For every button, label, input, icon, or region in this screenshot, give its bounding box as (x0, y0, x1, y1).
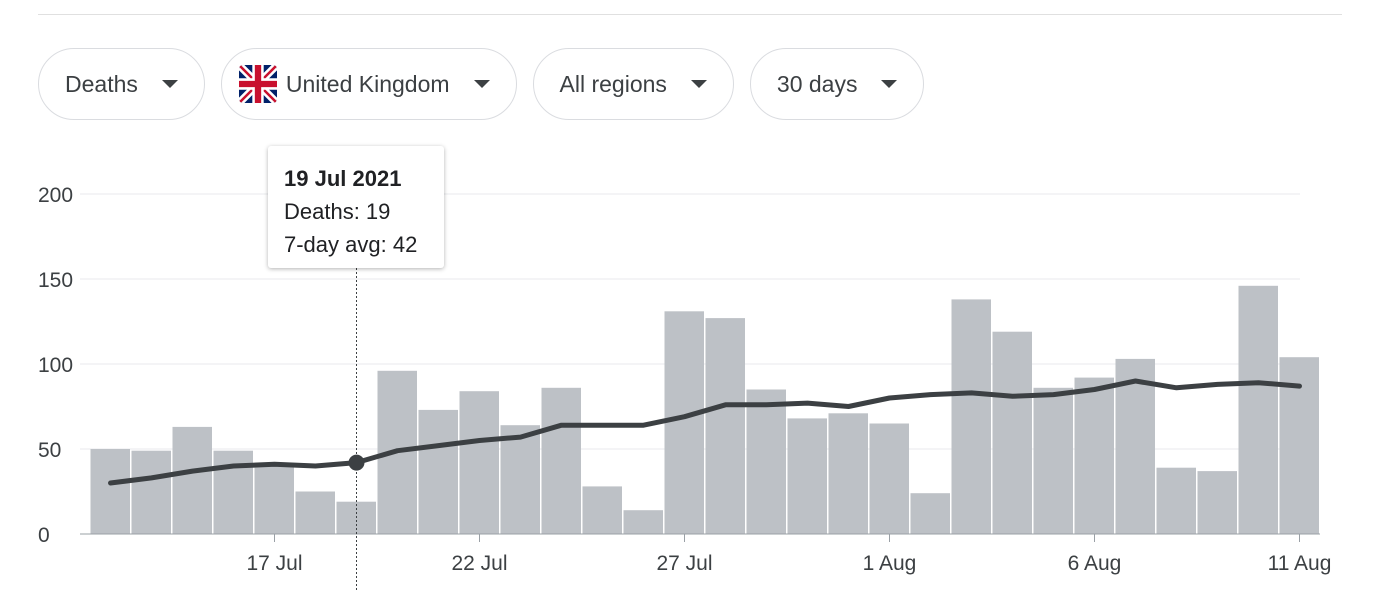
bar-8-aug (1156, 467, 1196, 534)
chevron-down-icon (161, 80, 178, 88)
y-tick-label: 150 (38, 269, 73, 292)
bar-7-aug (1115, 358, 1155, 534)
x-tick-label: 17 Jul (246, 552, 302, 575)
y-tick-label: 0 (38, 524, 50, 547)
bar-15-jul (172, 426, 212, 534)
bar-14-jul (131, 450, 171, 534)
bar-29-jul (746, 389, 786, 534)
bar-24-jul (541, 387, 581, 534)
bar-22-jul (459, 391, 499, 534)
metric-dropdown-label: Deaths (65, 70, 138, 97)
bar-17-jul (254, 464, 294, 534)
y-tick-label: 100 (38, 354, 73, 377)
x-tick-label: 27 Jul (656, 552, 712, 575)
x-tick-label: 6 Aug (1068, 552, 1122, 575)
bar-3-aug (951, 299, 991, 534)
bar-13-jul (90, 449, 130, 534)
bar-2-aug (910, 493, 950, 534)
tooltip-deaths: Deaths: 19 (284, 199, 391, 224)
bar-28-jul (705, 318, 745, 534)
chevron-down-icon (473, 80, 490, 88)
y-tick-label: 50 (38, 439, 61, 462)
range-dropdown-label: 30 days (776, 70, 858, 97)
bar-9-aug (1197, 471, 1237, 534)
chevron-down-icon (881, 80, 898, 88)
bar-26-jul (623, 510, 663, 534)
country-dropdown-label: United Kingdom (285, 70, 450, 97)
bar-6-aug (1074, 377, 1114, 534)
region-dropdown[interactable]: All regions (532, 48, 734, 120)
filter-bar: Deaths United Kingdom All regions 30 day… (38, 48, 925, 120)
bar-5-aug (1033, 387, 1073, 534)
uk-flag-icon (238, 65, 277, 103)
x-tick-label: 22 Jul (451, 552, 507, 575)
bar-25-jul (582, 486, 622, 534)
tooltip-date: 19 Jul 2021 (284, 166, 402, 191)
bar-10-aug (1238, 285, 1278, 534)
tooltip-avg: 7-day avg: 42 (284, 232, 418, 257)
bar-30-jul (787, 418, 827, 534)
bar-23-jul (500, 425, 540, 534)
top-divider (38, 14, 1342, 15)
bar-31-jul (828, 413, 868, 534)
metric-dropdown[interactable]: Deaths (38, 48, 205, 120)
bar-4-aug (992, 331, 1032, 534)
x-tick-label: 11 Aug (1268, 552, 1332, 575)
country-dropdown[interactable]: United Kingdom (220, 48, 517, 120)
chevron-down-icon (690, 80, 707, 88)
chart-tooltip: 19 Jul 2021 Deaths: 19 7-day avg: 42 (268, 146, 444, 268)
avg-line (108, 378, 1302, 486)
bar-27-jul (664, 311, 704, 534)
y-tick-label: 200 (38, 184, 73, 207)
bar-21-jul (418, 409, 458, 534)
region-dropdown-label: All regions (559, 70, 667, 97)
bar-1-aug (869, 423, 909, 534)
avg-point-highlight (348, 454, 365, 471)
x-tick-label: 1 Aug (863, 552, 917, 575)
bar-18-jul (295, 491, 335, 534)
range-dropdown[interactable]: 30 days (749, 48, 925, 120)
